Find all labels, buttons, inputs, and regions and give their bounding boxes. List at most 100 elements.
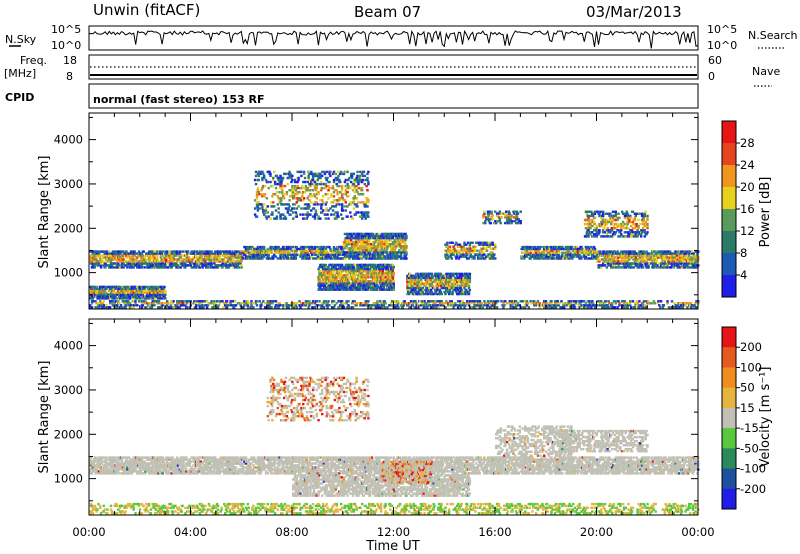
power-cell bbox=[147, 266, 150, 269]
power-cell bbox=[371, 272, 375, 275]
power-cell bbox=[339, 267, 342, 271]
power-cell bbox=[365, 282, 368, 285]
power-cell bbox=[350, 253, 353, 256]
power-cell bbox=[404, 232, 407, 236]
power-cell bbox=[393, 232, 396, 236]
power-cell bbox=[458, 243, 462, 246]
power-cell bbox=[529, 257, 532, 260]
power-cell bbox=[215, 260, 219, 263]
power-cell bbox=[275, 174, 279, 178]
power-cell bbox=[337, 263, 340, 267]
power-cell bbox=[526, 251, 530, 254]
power-cell bbox=[337, 274, 340, 277]
power-cell bbox=[408, 272, 412, 276]
power-cell bbox=[572, 245, 576, 249]
power-cell bbox=[315, 213, 318, 216]
power-cell bbox=[636, 254, 639, 257]
power-cell bbox=[156, 256, 159, 259]
power-cell bbox=[247, 255, 250, 258]
power-cell bbox=[474, 249, 477, 252]
power-cell bbox=[182, 250, 185, 253]
power-cell bbox=[388, 265, 391, 269]
power-cell bbox=[296, 193, 299, 196]
power-cell bbox=[229, 254, 232, 257]
power-cell bbox=[341, 282, 345, 285]
power-cell bbox=[624, 252, 627, 255]
power-cell bbox=[385, 280, 388, 283]
power-cell bbox=[179, 256, 182, 259]
power-cell bbox=[354, 249, 357, 252]
power-cell bbox=[257, 245, 260, 249]
power-cell bbox=[645, 258, 648, 261]
power-cell bbox=[417, 286, 420, 290]
power-cell bbox=[593, 251, 597, 254]
power-cell bbox=[360, 217, 364, 220]
power-cell bbox=[336, 176, 339, 180]
power-cell bbox=[360, 249, 363, 252]
power-cell bbox=[344, 178, 347, 182]
power-cell bbox=[372, 267, 376, 271]
power-cell bbox=[565, 249, 569, 253]
power-cell bbox=[108, 250, 111, 253]
power-cell bbox=[419, 272, 423, 276]
power-cell bbox=[561, 255, 564, 258]
power-cell bbox=[134, 264, 137, 267]
power-cell bbox=[387, 278, 390, 281]
power-cell bbox=[576, 253, 579, 256]
power-cell bbox=[380, 247, 384, 250]
power-cell bbox=[419, 278, 423, 282]
power-cell bbox=[437, 290, 440, 294]
power-cell bbox=[237, 260, 240, 263]
power-cell bbox=[336, 211, 339, 214]
power-cell bbox=[176, 250, 179, 253]
power-cell bbox=[372, 276, 376, 279]
power-cell bbox=[331, 272, 335, 275]
power-cell bbox=[340, 284, 343, 287]
power-cell bbox=[292, 195, 296, 198]
power-cell bbox=[270, 249, 273, 253]
power-cell bbox=[379, 282, 383, 285]
power-cell bbox=[623, 264, 627, 267]
power-cell bbox=[104, 262, 107, 265]
power-cell bbox=[523, 245, 526, 249]
power-cell bbox=[302, 180, 305, 184]
power-cell bbox=[282, 249, 286, 253]
power-cell bbox=[560, 257, 563, 260]
power-cell bbox=[370, 247, 374, 250]
power-cell bbox=[369, 243, 373, 246]
power-cell bbox=[112, 289, 115, 292]
power-cell bbox=[325, 267, 328, 271]
power-cell bbox=[261, 186, 264, 190]
power-cell bbox=[321, 253, 324, 256]
power-cell bbox=[158, 266, 162, 269]
power-cell bbox=[280, 199, 283, 202]
power-cell bbox=[369, 286, 372, 289]
power-cell bbox=[182, 260, 185, 263]
power-scatter bbox=[89, 170, 700, 309]
power-cell bbox=[143, 266, 146, 269]
power-cell bbox=[280, 217, 283, 220]
power-cell bbox=[403, 251, 406, 254]
power-cell bbox=[302, 207, 306, 210]
power-cell bbox=[362, 234, 366, 238]
power-cell bbox=[413, 280, 416, 284]
power-cell bbox=[359, 278, 362, 281]
power-cell bbox=[338, 178, 341, 182]
power-cell bbox=[479, 255, 482, 258]
power-cell bbox=[468, 245, 472, 248]
power-cell bbox=[347, 276, 350, 279]
power-cell bbox=[103, 254, 106, 257]
nsky-line bbox=[88, 29, 699, 49]
power-cell bbox=[526, 247, 530, 251]
power-cell bbox=[349, 236, 352, 240]
power-cell bbox=[494, 245, 497, 248]
power-cell bbox=[362, 282, 366, 285]
power-cell bbox=[353, 270, 356, 273]
power-cell bbox=[118, 254, 121, 257]
power-cell bbox=[261, 178, 264, 182]
power-cell bbox=[256, 189, 260, 192]
power-cell bbox=[184, 262, 187, 265]
power-cell bbox=[342, 245, 346, 248]
power-cell bbox=[422, 292, 425, 296]
power-cell bbox=[128, 295, 132, 298]
